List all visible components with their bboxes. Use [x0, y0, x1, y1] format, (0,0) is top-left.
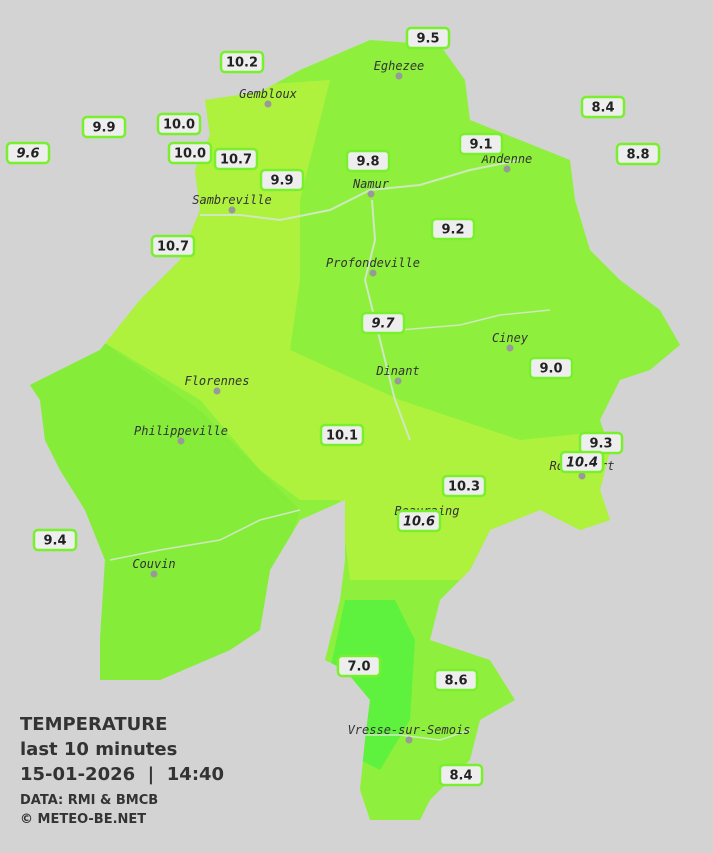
station-value: 10.4: [566, 456, 598, 471]
station-value: 10.7: [157, 240, 189, 255]
station-value: 9.9: [92, 121, 115, 136]
town-label: Profondeville: [326, 256, 420, 270]
station-box: [150, 234, 196, 258]
town-label: Florennes: [184, 374, 249, 388]
station-value: 9.1: [469, 138, 492, 153]
stations: 9.5 10.2 8.4 9.9 10.0 9.6 10.0 10.7 9.1 8.8 9.8 9.9…: [5, 26, 661, 787]
station-box: [319, 423, 365, 447]
station-value: 10.1: [326, 429, 358, 444]
station-value: 10.6: [403, 515, 435, 530]
station-box: [259, 168, 305, 192]
town-dot: [503, 165, 511, 173]
legend-datetime: 15-01-2026 | 14:40: [20, 764, 224, 785]
town-dot: [405, 736, 413, 744]
station-box: [458, 132, 504, 156]
station-value: 10.0: [174, 147, 206, 162]
station-box: [430, 217, 476, 241]
station-value: 9.6: [16, 147, 39, 162]
station-value: 10.0: [163, 118, 195, 133]
station-box: [5, 141, 51, 165]
legend-title: TEMPERATURE: [20, 714, 167, 735]
town-label: Vresse-sur-Semois: [348, 723, 471, 737]
town-label: Ciney: [492, 331, 529, 345]
town-label: Dinant: [375, 364, 419, 378]
station-box: [360, 311, 406, 335]
station-value: 9.8: [356, 155, 379, 170]
station-box: [433, 668, 479, 692]
town-label: Andenne: [481, 152, 533, 166]
station-box: [615, 142, 661, 166]
station-box: [32, 528, 78, 552]
town-label: Gembloux: [239, 87, 298, 101]
town-dot: [395, 72, 403, 80]
town-dot: [394, 377, 402, 385]
station-box: [336, 654, 382, 678]
station-box: [167, 141, 213, 165]
town-dot: [369, 269, 377, 277]
town-dot: [578, 472, 586, 480]
station-box: [213, 147, 259, 171]
station-value: 8.6: [444, 674, 467, 689]
station-value: 8.4: [591, 101, 614, 116]
town-dot: [506, 344, 514, 352]
station-box: [345, 149, 391, 173]
station-box: [528, 356, 574, 380]
town-label: Philippeville: [134, 424, 228, 438]
station-box: [81, 115, 127, 139]
station-value: 9.3: [589, 437, 612, 452]
station-value: 10.2: [226, 56, 258, 71]
station-box: [396, 509, 442, 533]
station-value: 9.4: [43, 534, 66, 549]
station-value: 9.9: [270, 174, 293, 189]
town-label: Sambreville: [192, 193, 271, 207]
town-dot: [367, 190, 375, 198]
town-label: Namur: [352, 177, 390, 191]
station-box: [156, 112, 202, 136]
legend-subtitle: last 10 minutes: [20, 739, 177, 760]
station-value: 9.5: [416, 32, 439, 47]
town-label: Couvin: [132, 557, 175, 571]
station-box: [219, 50, 265, 74]
station-value: 9.2: [441, 223, 464, 238]
station-value: 9.7: [371, 317, 395, 332]
town-label: Eghezee: [374, 59, 425, 73]
town-dot: [228, 206, 236, 214]
station-box: [438, 763, 484, 787]
station-box: [405, 26, 451, 50]
town-dot: [264, 100, 272, 108]
town-dot: [177, 437, 185, 445]
station-value: 10.3: [448, 480, 480, 495]
town-dot: [213, 387, 221, 395]
station-value: 8.8: [626, 148, 649, 163]
legend-credit: © METEO-BE.NET: [20, 812, 146, 827]
station-box: [580, 95, 626, 119]
town-dot: [150, 570, 158, 578]
legend-source: DATA: RMI & BMCB: [20, 793, 158, 808]
station-box: [441, 474, 487, 498]
station-value: 9.0: [539, 362, 562, 377]
station-value: 10.7: [220, 153, 252, 168]
station-value: 7.0: [347, 660, 370, 675]
station-box: [559, 450, 605, 474]
station-value: 8.4: [449, 769, 472, 784]
